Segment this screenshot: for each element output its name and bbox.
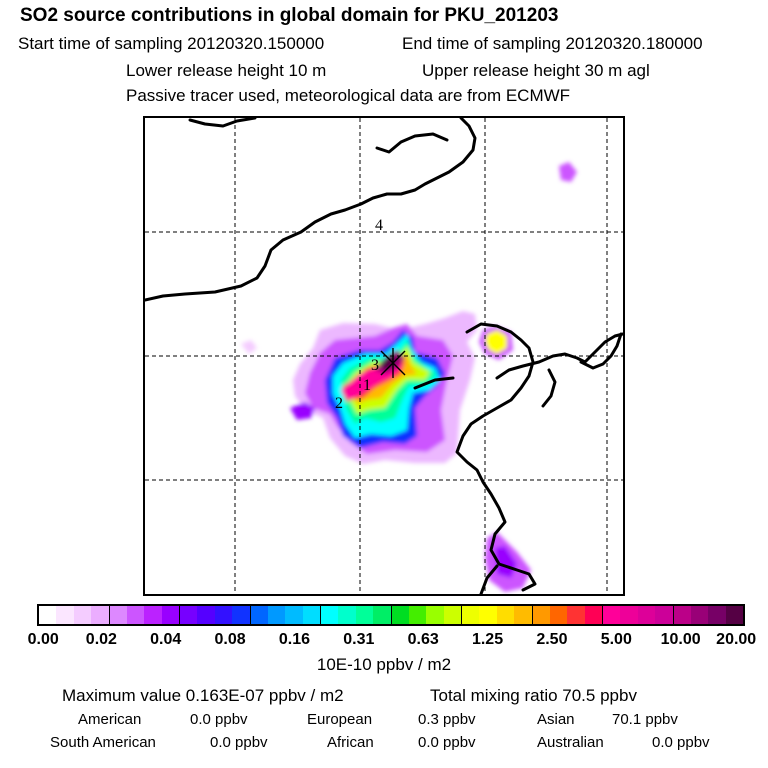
region-value-african: 0.0 ppbv <box>418 734 476 751</box>
color-scale-tick-label: 20.00 <box>716 631 757 648</box>
color-scale-cell <box>250 606 268 624</box>
color-scale-cell <box>39 606 57 624</box>
color-scale-cell <box>584 606 603 624</box>
color-scale-cell <box>514 606 533 624</box>
color-scale-cell <box>109 606 127 624</box>
region-name-european: European <box>307 711 373 728</box>
color-scale-tick-label: 0.16 <box>278 631 311 648</box>
color-scale-cell <box>532 606 550 624</box>
color-scale-cell <box>443 606 462 624</box>
color-scale-cell <box>180 606 198 624</box>
total-mixing-text: Total mixing ratio 70.5 ppbv <box>430 686 637 705</box>
color-scale-cell <box>603 606 621 624</box>
region-value-american: 0.0 ppbv <box>190 711 248 728</box>
color-scale-tick-label: 10.00 <box>660 631 701 648</box>
release-site-marker <box>380 348 406 378</box>
color-scale-cell <box>321 606 339 624</box>
color-scale-cell <box>302 606 321 624</box>
source-label-2: 2 <box>335 395 343 412</box>
color-scale-cell <box>197 606 215 624</box>
color-scale-tick-label: 2.50 <box>536 631 568 648</box>
color-scale-cell <box>391 606 409 624</box>
color-scale-cell <box>462 606 480 624</box>
color-scale-cell <box>126 606 145 624</box>
color-scale-cell <box>73 606 92 624</box>
source-label-3: 3 <box>371 357 379 374</box>
upper-release-text: Upper release height 30 m agl <box>422 61 650 80</box>
color-scale-cell <box>690 606 709 624</box>
color-scale-cell <box>161 606 180 624</box>
color-scale-cell <box>408 606 427 624</box>
coastlines <box>145 118 623 594</box>
color-scale-unit: 10E-10 ppbv / m2 <box>316 655 452 674</box>
region-value-australian: 0.0 ppbv <box>652 734 710 751</box>
region-name-south-american: South American <box>50 734 156 751</box>
region-name-australian: Australian <box>537 734 604 751</box>
color-scale-cell <box>567 606 585 624</box>
color-scale-cell <box>426 606 444 624</box>
color-scale-tick-label: 5.00 <box>600 631 632 648</box>
start-time-text: Start time of sampling 20120320.150000 <box>18 34 325 53</box>
color-scale-cell <box>232 606 251 624</box>
page-title: SO2 source contributions in global domai… <box>20 5 559 26</box>
lower-release-text: Lower release height 10 m <box>126 61 327 80</box>
color-scale-cell <box>214 606 233 624</box>
region-value-asian: 70.1 ppbv <box>612 711 678 728</box>
color-scale-cell <box>267 606 286 624</box>
color-scale-cell <box>496 606 515 624</box>
color-scale-tick-label: 1.25 <box>471 631 504 648</box>
color-scale-bar <box>37 604 745 626</box>
color-scale-cell <box>549 606 568 624</box>
region-name-african: African <box>327 734 374 751</box>
color-scale-cell <box>285 606 303 624</box>
grid-lines <box>145 118 623 594</box>
color-scale-tick-label: 0.02 <box>85 631 117 648</box>
region-value-south-american: 0.0 ppbv <box>210 734 268 751</box>
region-value-european: 0.3 ppbv <box>418 711 476 728</box>
region-name-american: American <box>78 711 142 728</box>
color-scale-cell <box>479 606 497 624</box>
color-scale-cell <box>725 606 743 624</box>
map-canvas: 1 2 3 4 <box>145 118 623 594</box>
color-scale-cell <box>620 606 638 624</box>
end-time-text: End time of sampling 20120320.180000 <box>402 34 703 53</box>
region-name-asian: Asian <box>537 711 575 728</box>
color-scale-tick-label: 0.31 <box>343 631 375 648</box>
color-scale-cell <box>637 606 656 624</box>
color-scale-cell <box>673 606 691 624</box>
color-scale-tick-label: 0.04 <box>150 631 182 648</box>
color-scale-cell <box>338 606 356 624</box>
color-scale-cell <box>91 606 110 624</box>
color-scale-cell <box>655 606 674 624</box>
color-scale-cell <box>373 606 392 624</box>
source-label-4: 4 <box>375 217 383 234</box>
source-label-1: 1 <box>363 377 371 394</box>
map-panel[interactable]: 1 2 3 4 <box>143 116 625 596</box>
color-scale-cell <box>144 606 162 624</box>
color-scale-tick-label: 0.63 <box>407 631 439 648</box>
color-scale-tick-label: 0.08 <box>214 631 246 648</box>
color-scale-tick-label: 0.00 <box>27 631 59 648</box>
tracer-note-text: Passive tracer used, meteorological data… <box>126 86 571 105</box>
color-scale-cell <box>708 606 726 624</box>
color-scale-cell <box>355 606 374 624</box>
max-value-text: Maximum value 0.163E-07 ppbv / m2 <box>62 686 344 705</box>
color-scale-cell <box>56 606 74 624</box>
